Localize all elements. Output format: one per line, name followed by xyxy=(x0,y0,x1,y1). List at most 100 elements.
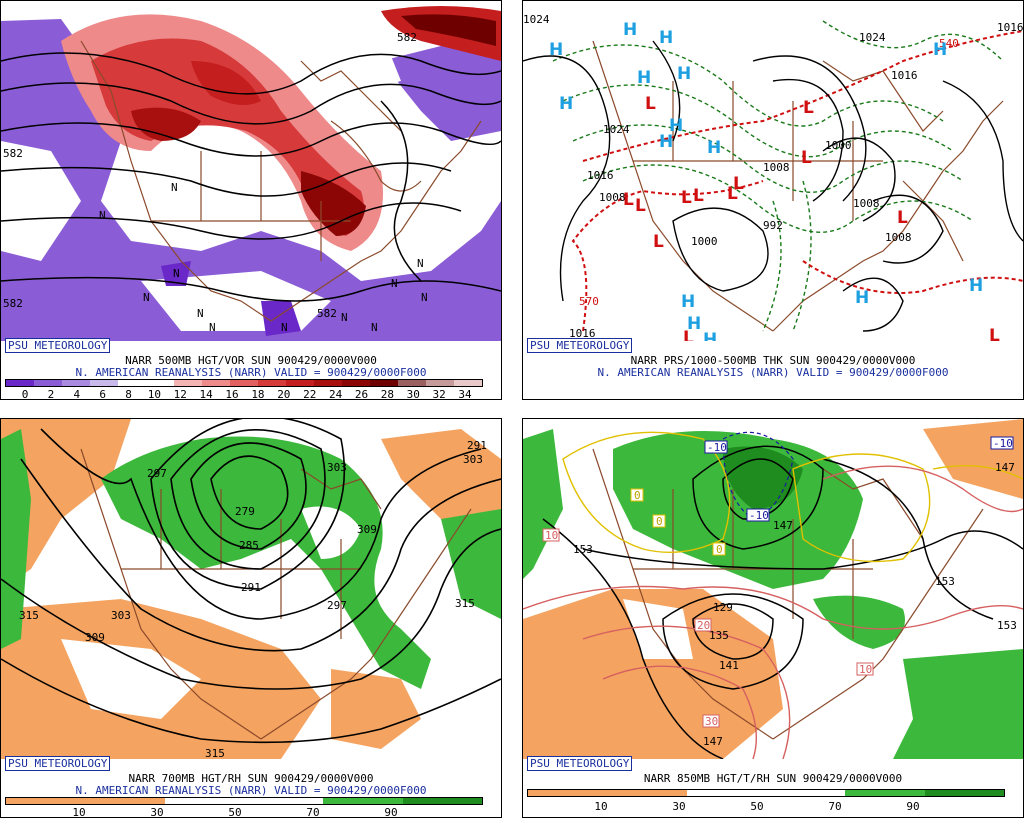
colorbar-swatch xyxy=(230,380,258,386)
colorbar-ticks: 10 30 50 70 90 xyxy=(1,807,501,818)
colorbar-swatch xyxy=(454,380,482,386)
colorbar-tick-label: 6 xyxy=(99,388,106,400)
low-symbol: L xyxy=(693,186,704,206)
temp-label: -10 xyxy=(707,441,727,454)
contour-label: 582 xyxy=(397,31,417,44)
colorbar-swatch xyxy=(528,790,608,796)
colorbar-tick-label: 70 xyxy=(306,806,320,818)
vort-label: N xyxy=(391,277,398,290)
temp-label: 0 xyxy=(634,489,641,502)
isobar-label: 1016 xyxy=(997,21,1023,34)
vort-label: N xyxy=(173,267,180,280)
vort-label: N xyxy=(341,311,348,324)
colorbar-swatch xyxy=(286,380,314,386)
colorbar-tick-label: 26 xyxy=(354,388,369,400)
high-symbol: H xyxy=(707,138,721,158)
high-symbol: H xyxy=(637,68,651,88)
colorbar-swatch xyxy=(6,798,86,804)
colorbar-swatch xyxy=(342,380,370,386)
contour-label: 153 xyxy=(935,575,955,588)
map-500mb: 582 582 582 582 N N N N N N N N N N N N xyxy=(1,1,501,341)
contour-label: 153 xyxy=(573,543,593,556)
map-700mb: 297 303 279 285 291 297 303 309 315 315 … xyxy=(1,419,501,759)
panel-thickness: 1024 1024 1024 1016 1016 1008 1000 1000 … xyxy=(522,0,1024,400)
colorbar xyxy=(527,789,1005,797)
high-symbol: H xyxy=(703,330,717,341)
isobar-label: 1000 xyxy=(691,235,718,248)
colorbar-tick-label: 22 xyxy=(303,388,317,400)
panel-title: NARR 850MB HGT/T/RH SUN 900429/0000V000 xyxy=(643,772,903,785)
colorbar-swatch xyxy=(370,380,398,386)
high-symbol: H xyxy=(669,116,683,136)
contour-label: 147 xyxy=(703,735,723,748)
colorbar-tick-label: 4 xyxy=(73,388,81,400)
temp-label: 30 xyxy=(705,715,718,728)
colorbar-swatch xyxy=(765,790,846,796)
colorbar-swatch xyxy=(202,380,230,386)
isobar-label: 1024 xyxy=(523,13,550,26)
isobar-label: 1000 xyxy=(825,139,852,152)
thickness-label: 540 xyxy=(939,37,959,50)
colorbar-swatch xyxy=(85,798,165,804)
contour-label: 129 xyxy=(713,601,733,614)
colorbar-tick-label: 10 xyxy=(72,806,86,818)
contour-label: 297 xyxy=(147,467,167,480)
low-symbol: L xyxy=(733,174,744,194)
panel-title: NARR 700MB HGT/RH SUN 900429/0000V000 xyxy=(128,772,374,785)
temp-label: 10 xyxy=(859,663,872,676)
high-symbol: H xyxy=(677,64,691,84)
low-symbol: L xyxy=(645,94,656,114)
low-symbol: L xyxy=(623,190,634,210)
contour-label: 309 xyxy=(85,631,105,644)
colorbar-swatch xyxy=(398,380,426,386)
colorbar-tick-label: 0 xyxy=(21,388,29,400)
colorbar-tick-label: 14 xyxy=(199,388,213,400)
isobar-label: 1008 xyxy=(763,161,790,174)
colorbar-tick-label: 50 xyxy=(228,806,242,818)
colorbar-ticks: 0 2 4 6 8 10 12 14 16 18 20 22 24 26 28 30 32 34 xyxy=(1,389,501,400)
isobar-label: 1016 xyxy=(569,327,596,340)
contour-label: 297 xyxy=(327,599,347,612)
contour-label: 303 xyxy=(327,461,347,474)
high-symbol: H xyxy=(969,276,983,296)
colorbar-swatch xyxy=(258,380,286,386)
map-thickness: 1024 1024 1024 1016 1016 1008 1000 1000 … xyxy=(523,1,1023,341)
colorbar-ticks: 10 30 50 70 90 xyxy=(523,801,1023,813)
colorbar-swatch xyxy=(164,798,244,804)
temp-label: 0 xyxy=(656,515,663,528)
high-symbol: H xyxy=(687,314,701,334)
high-symbol: H xyxy=(559,94,573,114)
psu-meteorology-badge: PSU METEOROLOGY xyxy=(5,338,111,353)
colorbar-tick-label: 28 xyxy=(380,388,394,400)
isobar-label: 1008 xyxy=(599,191,626,204)
contour-label: 309 xyxy=(357,523,377,536)
isobar-label: 992 xyxy=(763,219,783,232)
contour-label: 135 xyxy=(709,629,729,642)
high-symbol: H xyxy=(549,40,563,60)
temp-label: 20 xyxy=(697,619,710,632)
vort-label: N xyxy=(421,291,428,304)
low-symbol: L xyxy=(801,148,812,168)
low-symbol: L xyxy=(897,208,908,228)
vort-label: N xyxy=(371,321,378,334)
colorbar-swatch xyxy=(90,380,118,386)
low-symbol: L xyxy=(653,232,664,252)
colorbar-swatch xyxy=(146,380,174,386)
colorbar-tick-label: 90 xyxy=(906,800,920,813)
high-symbol: H xyxy=(659,132,673,152)
colorbar-tick-label: 20 xyxy=(277,388,291,400)
high-symbol: H xyxy=(855,288,869,308)
colorbar-tick-label: 32 xyxy=(432,388,446,400)
contour-label: 147 xyxy=(773,519,793,532)
colorbar-swatch xyxy=(402,798,482,804)
vort-label: N xyxy=(281,321,288,334)
contour-label: 315 xyxy=(19,609,39,622)
psu-meteorology-badge: PSU METEOROLOGY xyxy=(527,756,633,771)
map-850mb: 153 153 153 147 129 135 141 147 147 -10 … xyxy=(523,419,1023,759)
contour-label: 303 xyxy=(111,609,131,622)
isobar-label: 1016 xyxy=(891,69,918,82)
colorbar-tick-label: 34 xyxy=(458,388,472,400)
temp-label: 0 xyxy=(716,543,723,556)
vort-label: N xyxy=(417,257,424,270)
contour-label: 291 xyxy=(467,439,487,452)
